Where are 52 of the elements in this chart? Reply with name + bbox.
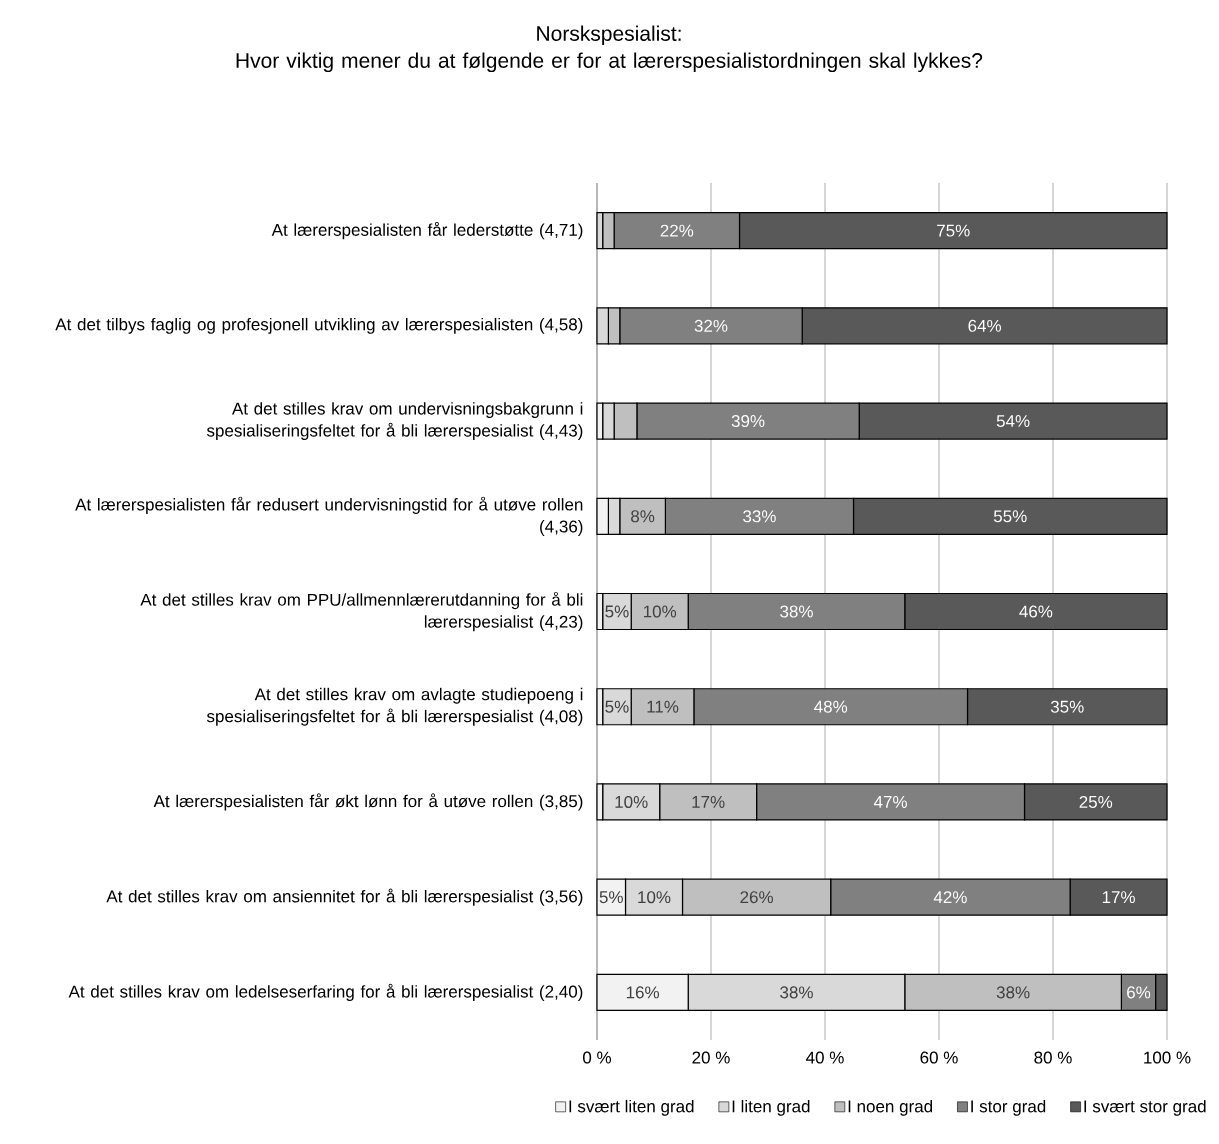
data-label: 10% xyxy=(644,605,677,618)
data-label: 6% xyxy=(1127,986,1151,999)
data-label: 48% xyxy=(814,700,848,713)
data-label: 75% xyxy=(937,224,970,237)
data-label: 64% xyxy=(968,319,1002,332)
legend-label: I stor grad xyxy=(971,1099,1046,1116)
y-tick-label: At det stilles krav om PPU/allmennlærerutdanning for å bli lærerspesialist (4,23) xyxy=(140,591,583,632)
data-label: 22% xyxy=(660,224,694,237)
data-label: 47% xyxy=(873,796,907,808)
data-label: 38% xyxy=(780,986,813,999)
legend-label: I svært liten grad xyxy=(569,1099,694,1116)
x-tick-label: 80 % xyxy=(1034,1051,1072,1064)
legend-label: I liten grad xyxy=(732,1099,810,1116)
data-label: 5% xyxy=(605,700,629,713)
data-label: 5% xyxy=(605,605,629,618)
y-tick-label: At lærerspesialisten får lederstøtte (4,71) xyxy=(271,222,583,240)
x-tick-label: 40 % xyxy=(806,1051,844,1064)
y-tick-label: At det stilles krav om undervisningsbakgrunn i spesialiseringsfeltet for å bli lærerspesialist (4,43) xyxy=(206,402,583,440)
legend-label: I noen grad xyxy=(848,1099,933,1116)
x-tick-label: 20 % xyxy=(692,1051,730,1064)
data-label: 42% xyxy=(933,891,967,904)
y-tick-label: At det stilles krav om ansiennitet for å bli lærerspesialist (3,56) xyxy=(106,888,583,906)
x-tick-label: 100 % xyxy=(1144,1051,1191,1064)
data-label: 54% xyxy=(996,415,1030,428)
data-label: 8% xyxy=(631,510,655,523)
data-label: 35% xyxy=(1050,700,1084,713)
y-tick-label: At lærerspesialisten får økt lønn for å utøve rollen (3,85) xyxy=(153,793,583,811)
chart-subtitle: Hvor viktig mener du at følgende er for at lærerspesialistordningen skal lykkes? xyxy=(236,52,983,73)
data-label: 26% xyxy=(740,891,774,904)
data-label: 5% xyxy=(599,891,623,904)
chart-title: Norskspesialist: xyxy=(537,25,681,46)
data-label: 32% xyxy=(694,319,728,332)
x-tick-label: 0 % xyxy=(583,1051,612,1064)
data-label: 38% xyxy=(996,986,1030,999)
data-label: 10% xyxy=(615,795,648,808)
data-label: 17% xyxy=(692,796,725,808)
data-label: 10% xyxy=(638,891,671,904)
data-label: 38% xyxy=(780,605,813,618)
y-tick-label: At det stilles krav om ledelseserfaring for å bli lærerspesialist (2,40) xyxy=(68,983,583,1002)
data-label: 17% xyxy=(1102,891,1135,904)
y-tick-label: At det tilbys faglig og profesjonell utvikling av lærerspesialisten (4,58) xyxy=(55,317,583,334)
data-label: 16% xyxy=(626,986,659,999)
data-label: 11% xyxy=(647,700,679,713)
legend-label: I svært stor grad xyxy=(1084,1099,1206,1116)
data-label: 33% xyxy=(743,510,776,523)
y-tick-label: At det stilles krav om avlagte studiepoeng i spesialiseringsfeltet for å bli lærerspesialist (4,08) xyxy=(206,687,583,726)
data-label: 39% xyxy=(731,415,765,428)
data-label: 25% xyxy=(1079,795,1113,808)
x-tick-label: 60 % xyxy=(920,1051,958,1064)
data-label: 46% xyxy=(1019,605,1053,618)
y-tick-label: At lærerspesialisten får redusert undervisningstid for å utøve rollen (4,36) xyxy=(75,496,583,536)
data-label: 55% xyxy=(993,510,1027,523)
